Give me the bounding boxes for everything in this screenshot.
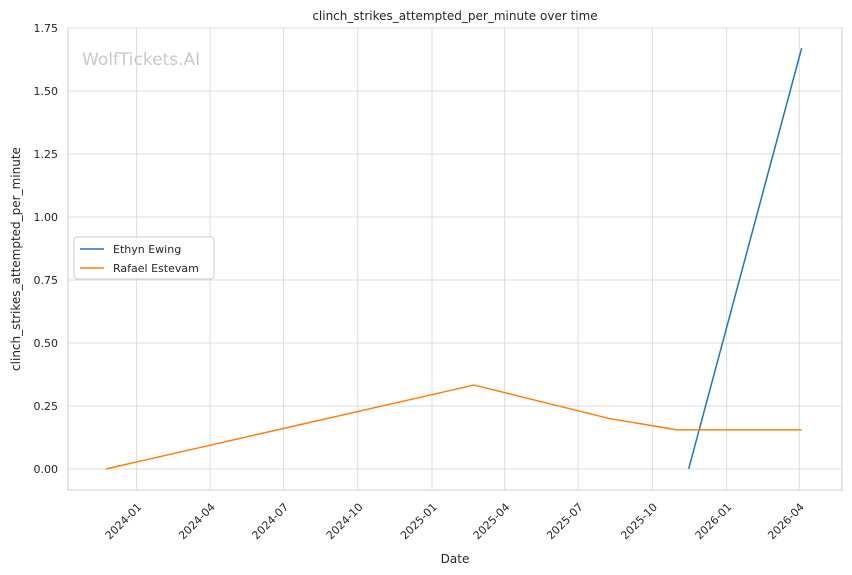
series-layer — [105, 47, 803, 470]
y-tick-label: 0.25 — [34, 400, 59, 413]
legend-label-ethyn-ewing: Ethyn Ewing — [113, 243, 181, 256]
series-line-0 — [687, 47, 803, 470]
y-tick-label: 0.00 — [34, 463, 59, 476]
series-line-1 — [105, 384, 802, 470]
x-tick-label: 2025-07 — [544, 501, 586, 543]
y-tick-label: 0.75 — [34, 274, 59, 287]
x-tick-label: 2026-01 — [693, 501, 735, 543]
y-tick-label: 0.50 — [34, 337, 59, 350]
x-tick-label: 2024-07 — [250, 501, 292, 543]
x-tick-label: 2024-01 — [103, 501, 145, 543]
x-tick-label: 2026-04 — [765, 501, 807, 543]
x-axis-title: Date — [441, 552, 470, 566]
x-tick-label: 2025-10 — [618, 501, 660, 543]
x-tick-label: 2025-01 — [398, 501, 440, 543]
y-axis-title: clinch_strikes_attempted_per_minute — [9, 147, 23, 371]
chart-title: clinch_strikes_attempted_per_minute over… — [312, 9, 597, 23]
y-tick-label: 1.75 — [34, 22, 59, 35]
watermark: WolfTickets.AI — [82, 50, 200, 70]
x-tick-label: 2025-04 — [471, 501, 513, 543]
legend-box — [73, 236, 215, 280]
legend: Ethyn Ewing Rafael Estevam — [73, 236, 215, 280]
x-tick-label: 2024-10 — [324, 501, 366, 543]
legend-label-rafael-estevam: Rafael Estevam — [113, 262, 199, 275]
y-tick-label: 1.50 — [34, 85, 59, 98]
y-tick-label: 1.00 — [34, 211, 59, 224]
y-tick-label: 1.25 — [34, 148, 59, 161]
x-tick-label: 2024-04 — [176, 501, 218, 543]
